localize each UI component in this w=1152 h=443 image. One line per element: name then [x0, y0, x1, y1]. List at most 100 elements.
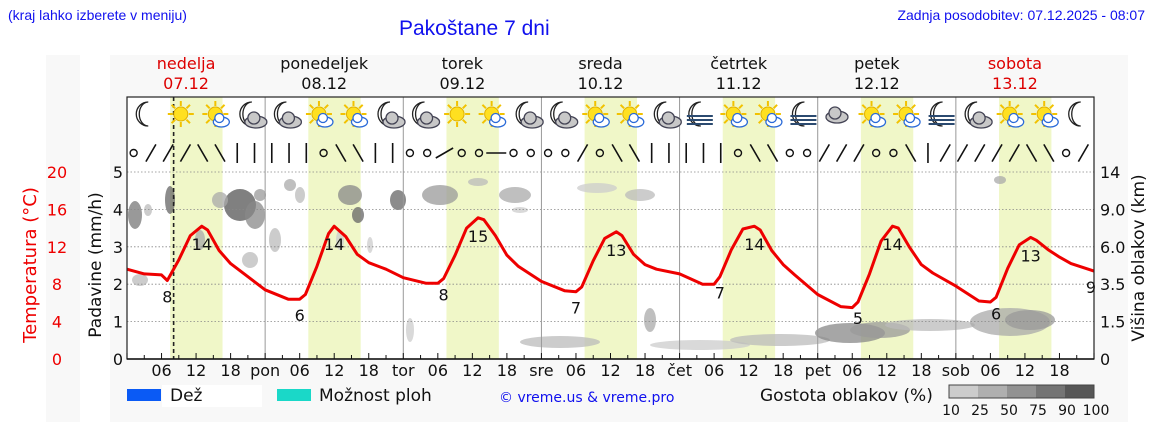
- sun-cloud-icon: [305, 101, 334, 128]
- day-name: torek: [442, 54, 484, 73]
- temp-label: 6: [991, 304, 1001, 323]
- x-tick-label: čet: [667, 361, 692, 380]
- calm-wind-icon: [889, 148, 898, 158]
- daylight-bands: [127, 97, 1094, 359]
- moon-cloud-icon: [411, 101, 441, 129]
- day-name: ponedeljek: [280, 54, 369, 73]
- x-tick-label: 18: [773, 361, 793, 380]
- daylight-band: [170, 97, 223, 359]
- temp-axis-label: Temperatura (°C): [20, 187, 41, 344]
- sun-cloud-icon: [996, 101, 1025, 128]
- wind-barb-icon: [853, 143, 865, 163]
- sun-cloud-icon: [720, 101, 749, 128]
- cloud-height-tick: 1.5: [1100, 313, 1125, 332]
- wind-barb-icon: [835, 143, 848, 163]
- temp-label: 6: [295, 306, 305, 325]
- sun-cloud-icon: [893, 101, 921, 128]
- cloud-density-swatch: [949, 385, 978, 398]
- moon-cloud-icon: [239, 101, 268, 129]
- x-tick-label: 06: [704, 361, 724, 380]
- grid-lines: [127, 171, 1094, 323]
- x-tick-label: 06: [428, 361, 448, 380]
- wind-barb-icon: [214, 143, 226, 163]
- cloud-height-tick: 6.0: [1100, 238, 1125, 257]
- calm-wind-icon: [474, 148, 484, 158]
- cloud-height-axis-label: Višina oblakov (km): [1129, 174, 1149, 341]
- x-tick-label: 06: [842, 361, 862, 380]
- sun-cloud-icon: [616, 101, 645, 128]
- shower-label: Možnost ploh: [319, 386, 432, 406]
- shower-swatch: [277, 389, 311, 401]
- temperature-axis-panel: [46, 55, 80, 422]
- daylight-band: [584, 97, 637, 359]
- moon-cloud-icon: [515, 101, 544, 129]
- x-tick-label: 06: [566, 361, 586, 380]
- x-tick-label: 06: [151, 361, 171, 380]
- cloud-icon: [825, 106, 849, 124]
- calm-wind-icon: [802, 148, 812, 158]
- wind-barb-icon: [145, 143, 157, 163]
- precip-axis-label: Padavine (mm/h): [86, 192, 106, 337]
- sun-cloud-icon: [202, 101, 230, 128]
- sun-cloud-icon: [340, 101, 369, 128]
- moon-cloud-icon: [964, 101, 993, 129]
- rain-label: Dež: [170, 386, 203, 406]
- x-tick-label: 12: [186, 361, 206, 380]
- wind-barb-icon: [162, 143, 174, 163]
- precip-tick: 2: [113, 275, 123, 294]
- day-name: sreda: [578, 54, 622, 73]
- temp-label: 7: [715, 284, 725, 303]
- sun-icon: [167, 101, 194, 127]
- calm-wind-icon: [457, 148, 466, 158]
- wind-barb-icon: [1077, 143, 1090, 163]
- temp-label: 8: [438, 286, 448, 305]
- temp-label: 14: [744, 235, 764, 254]
- x-tick-label: 12: [462, 361, 482, 380]
- wind-barb-icon: [628, 143, 641, 163]
- cloud-density-label: Gostota oblakov (%): [760, 386, 933, 406]
- temp-label: 14: [324, 235, 344, 254]
- moon-cloud-icon: [550, 101, 579, 129]
- x-tick-label: tor: [392, 361, 415, 380]
- wind-barb-icon: [1008, 143, 1020, 163]
- moon-icon: [1068, 101, 1081, 127]
- sun-cloud-icon: [1031, 101, 1059, 128]
- cloud-density-tick: 75: [1029, 403, 1047, 419]
- moon-fog-icon: [790, 101, 817, 127]
- x-tick-label: 06: [980, 361, 1000, 380]
- precip-tick: 3: [113, 238, 123, 257]
- calm-wind-icon: [319, 148, 328, 158]
- wind-barb-icon: [435, 147, 454, 159]
- day-date: 09.12: [439, 74, 485, 93]
- rain-swatch: [127, 389, 161, 401]
- precip-tick: 5: [113, 163, 123, 182]
- page-title: Pakoštane 7 dni: [399, 17, 550, 40]
- temperature-curve: [126, 216, 1095, 310]
- x-tick-label: 12: [738, 361, 758, 380]
- moon-cloud-icon: [653, 101, 682, 129]
- credit: © vreme.us & vreme.pro: [499, 390, 674, 406]
- day-name: četrtek: [710, 54, 768, 73]
- x-tick-label: pet: [805, 361, 831, 380]
- calm-wind-icon: [405, 148, 415, 158]
- weather-icons-row: [135, 101, 1081, 129]
- cloud-density-tick: 50: [1000, 403, 1018, 419]
- wind-barb-icon: [576, 143, 589, 163]
- precip-tick: 0: [113, 350, 123, 369]
- x-tick-label: 18: [359, 361, 379, 380]
- temp-label: 9: [1086, 278, 1096, 297]
- calm-wind-icon: [526, 148, 535, 158]
- wind-barb-icon: [749, 143, 761, 163]
- wind-barb-icon: [939, 143, 951, 163]
- sun-cloud-icon: [478, 101, 507, 128]
- calm-wind-icon: [561, 148, 570, 158]
- moon-fog-icon: [686, 101, 713, 127]
- sun-cloud-icon: [858, 101, 887, 128]
- x-tick-label: 18: [911, 361, 931, 380]
- x-tick-label: 18: [497, 361, 517, 380]
- cloud-height-tick: 0: [1100, 350, 1110, 369]
- cloud-density-tick: 90: [1058, 403, 1076, 419]
- calm-wind-icon: [1061, 148, 1071, 158]
